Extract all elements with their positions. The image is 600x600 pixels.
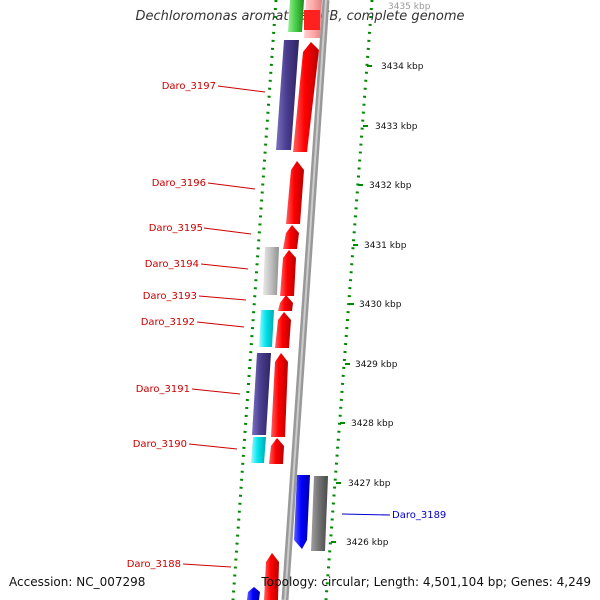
scale-label: 3434 kbp bbox=[381, 62, 424, 72]
scale-label: 3435 kbp bbox=[388, 2, 431, 12]
gene-label-daro-3190[interactable]: Daro_3190 bbox=[133, 439, 187, 450]
cds-arrow-daro-3197 bbox=[293, 42, 319, 152]
genome-summary-text: Topology: circular; Length: 4,501,104 bp… bbox=[261, 575, 591, 589]
scale-label: 3429 kbp bbox=[355, 360, 398, 370]
gene-label-leader bbox=[200, 263, 249, 270]
cog-block-darkgray bbox=[311, 476, 328, 551]
cds-arrow-daro-3195 bbox=[283, 225, 299, 249]
scale-label: 3431 kbp bbox=[364, 241, 407, 251]
inner-dotted-ring bbox=[231, 0, 278, 600]
cds-arrow-daro-3188 bbox=[264, 553, 279, 600]
cds-arrow-daro-3190 bbox=[269, 438, 284, 464]
scale-label: 3432 kbp bbox=[369, 181, 412, 191]
scale-label: 3430 kbp bbox=[359, 300, 402, 310]
gene-label-leader bbox=[341, 513, 391, 516]
cds-arrow-daro-3192 bbox=[275, 312, 291, 348]
cds-arrow-daro-3193 bbox=[278, 295, 293, 311]
gene-label-leader bbox=[196, 321, 245, 328]
cds-arrow-daro-3194 bbox=[280, 250, 296, 296]
scale-label: 3427 kbp bbox=[348, 479, 391, 489]
gene-label-leader bbox=[207, 182, 256, 190]
gene-label-daro-3189[interactable]: Daro_3189 bbox=[392, 510, 446, 521]
cog-block-dark bbox=[252, 353, 271, 435]
cds-arrow-daro-3189 bbox=[294, 475, 310, 549]
cog-block-cyan bbox=[259, 310, 274, 347]
gene-label-daro-3193[interactable]: Daro_3193 bbox=[143, 291, 197, 302]
gene-label-leader bbox=[182, 563, 232, 568]
scale-label: 3433 kbp bbox=[375, 122, 418, 132]
cog-block-green bbox=[288, 0, 304, 32]
cds-arrow-daro-3191 bbox=[271, 353, 288, 437]
gene-label-leader bbox=[217, 85, 266, 93]
gene-label-daro-3188[interactable]: Daro_3188 bbox=[127, 559, 181, 570]
cds-arrow bbox=[304, 10, 320, 30]
accession-text: Accession: NC_007298 bbox=[9, 575, 146, 589]
cog-block-gray bbox=[263, 247, 279, 295]
scale-label: 3428 kbp bbox=[351, 419, 394, 429]
scale-ticks bbox=[331, 65, 372, 543]
gene-label-daro-3191[interactable]: Daro_3191 bbox=[136, 384, 190, 395]
gene-label-daro-3195[interactable]: Daro_3195 bbox=[149, 223, 203, 234]
cog-block-cyan bbox=[251, 437, 266, 463]
gene-label-daro-3194[interactable]: Daro_3194 bbox=[145, 259, 199, 270]
cds-arrow-daro-3196 bbox=[286, 161, 304, 224]
cog-block-dark bbox=[276, 40, 299, 150]
gene-label-daro-3192[interactable]: Daro_3192 bbox=[141, 317, 195, 328]
gene-label-leader bbox=[188, 443, 238, 450]
gene-label-daro-3196[interactable]: Daro_3196 bbox=[152, 178, 206, 189]
gene-label-leader bbox=[191, 388, 241, 395]
cds-arrow-blue-bottom bbox=[247, 587, 260, 600]
gene-label-leader bbox=[198, 295, 247, 301]
genome-backbone-highlight bbox=[284, 0, 327, 600]
scale-label: 3426 kbp bbox=[346, 538, 389, 548]
gene-label-leader bbox=[203, 227, 252, 235]
gene-label-daro-3197[interactable]: Daro_3197 bbox=[162, 81, 216, 92]
